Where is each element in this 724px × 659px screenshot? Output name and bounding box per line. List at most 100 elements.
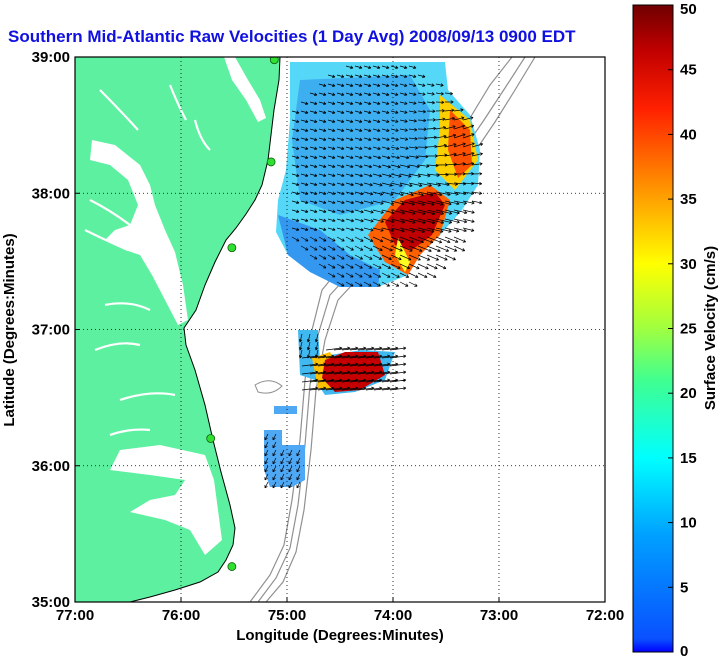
velocity-arrow [372, 137, 381, 142]
grid-lines [75, 57, 605, 602]
velocity-arrow [363, 272, 372, 278]
velocity-arrow [390, 254, 402, 261]
velocity-arrow [336, 164, 345, 169]
velocity-arrow [296, 457, 301, 465]
velocity-arrow [291, 119, 300, 124]
velocity-arrow [471, 181, 483, 186]
velocity-arrow [381, 281, 390, 287]
field-north-blue-south [278, 215, 380, 287]
velocity-arrow [399, 200, 415, 206]
velocity-arrow [354, 218, 364, 223]
velocity-arrow [309, 110, 318, 115]
velocity-arrow [336, 128, 345, 133]
velocity-arrow [327, 155, 336, 160]
pamlico-sound [110, 445, 222, 555]
velocity-arrow [453, 124, 466, 130]
velocity-arrow [372, 227, 384, 232]
velocity-arrow [336, 263, 345, 269]
velocity-arrow [345, 173, 354, 178]
velocity-arrow [354, 173, 363, 178]
chesapeake-bay [90, 140, 188, 325]
colorbar-tick-label: 10 [680, 515, 697, 532]
velocity-arrow [345, 119, 354, 124]
velocity-arrow [291, 155, 300, 160]
velocity-arrow [372, 92, 381, 96]
velocity-arrow [264, 465, 269, 473]
colorbar-tick-label: 0 [680, 643, 688, 659]
velocity-arrow [462, 209, 475, 214]
velocity-arrow [336, 137, 345, 142]
velocity-arrow [435, 254, 448, 261]
velocity-arrow [399, 254, 412, 261]
velocity-arrow [354, 281, 363, 287]
velocity-arrow [288, 449, 293, 457]
coastline [129, 57, 281, 602]
y-tick-label: 37:00 [32, 322, 70, 339]
velocity-arrow [444, 254, 456, 261]
velocity-arrow [354, 92, 363, 97]
velocity-arrow [300, 182, 309, 187]
velocity-arrow [336, 236, 345, 242]
velocity-arrow [372, 101, 381, 105]
velocity-arrow [345, 65, 354, 70]
velocity-arrow [381, 254, 392, 261]
velocity-arrow [345, 146, 354, 151]
velocity-arrow [291, 236, 300, 242]
velocity-arrow [300, 137, 309, 142]
velocity-arrow [309, 128, 318, 133]
velocity-arrow [354, 101, 363, 106]
velocity-arrow [318, 236, 327, 242]
velocity-arrow [381, 74, 390, 78]
velocity-arrow [345, 200, 355, 205]
velocity-arrow [408, 146, 419, 150]
velocity-arrow [291, 200, 300, 205]
velocity-arrow [453, 116, 465, 121]
velocity-arrow [291, 173, 300, 178]
velocity-arrow [363, 128, 372, 133]
velocity-arrow [408, 119, 417, 123]
velocity-arrow [309, 182, 318, 187]
velocity-arrow [345, 236, 354, 242]
velocity-arrow [426, 100, 435, 105]
velocity-arrow [309, 137, 318, 142]
velocity-arrow [300, 101, 309, 106]
velocity-arrow [417, 74, 426, 78]
velocity-arrow [314, 341, 319, 351]
field-north-red-core [385, 192, 445, 250]
velocity-arrow [363, 92, 372, 97]
velocity-arrow [381, 164, 391, 169]
velocity-arrow [363, 218, 374, 223]
velocity-arrow [336, 110, 345, 115]
velocity-arrow [417, 83, 426, 87]
velocity-arrow [417, 263, 429, 270]
velocity-arrow [345, 83, 354, 88]
velocity-arrow [336, 83, 345, 88]
velocity-arrow [390, 191, 404, 197]
velocity-arrow [272, 473, 277, 481]
velocity-arrow [444, 209, 460, 215]
velocity-arrow [354, 128, 363, 133]
velocity-arrow [435, 125, 447, 130]
velocity-arrow [336, 92, 345, 97]
velocity-arrow [354, 164, 363, 169]
velocity-arrow [291, 146, 300, 151]
velocity-arrow [372, 254, 383, 260]
velocity-arrow [435, 200, 452, 206]
velocity-arrow [390, 182, 403, 187]
velocity-arrow [291, 218, 300, 223]
velocity-arrow [399, 146, 409, 150]
velocity-arrow [300, 164, 309, 169]
velocity-arrow [327, 173, 336, 178]
velocity-arrow [390, 110, 399, 114]
velocity-arrow [336, 74, 345, 79]
field-south-strip [274, 406, 297, 414]
velocity-arrow [417, 154, 429, 159]
velocity-arrow [408, 218, 426, 224]
velocity-arrow [363, 281, 372, 287]
velocity-arrow [288, 473, 293, 481]
velocity-arrow [372, 200, 384, 205]
velocity-arrow [399, 245, 413, 252]
velocity-arrow [354, 155, 363, 160]
velocity-arrow [390, 92, 399, 96]
velocity-arrow [345, 209, 355, 214]
